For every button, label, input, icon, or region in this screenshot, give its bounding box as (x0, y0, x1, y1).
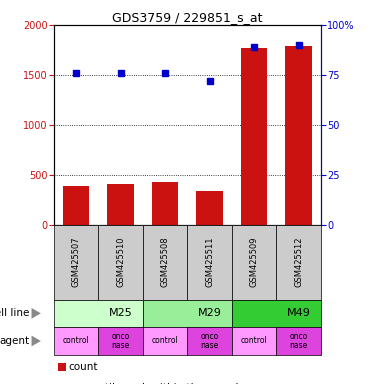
Bar (143, 300, 232, 327)
Text: GSM425507: GSM425507 (72, 237, 81, 287)
Text: control: control (63, 336, 89, 346)
Bar (98, 225, 143, 300)
Bar (54, 225, 98, 300)
Text: cell line: cell line (0, 308, 30, 318)
Bar (276, 327, 321, 355)
Polygon shape (32, 308, 41, 319)
Bar (187, 225, 232, 300)
Text: onco
nase: onco nase (111, 332, 130, 350)
Text: control: control (152, 336, 178, 346)
Text: GSM425512: GSM425512 (294, 237, 303, 287)
Text: M29: M29 (198, 308, 221, 318)
Bar (232, 300, 321, 327)
Polygon shape (32, 336, 41, 346)
Bar (98, 327, 143, 355)
Title: GDS3759 / 229851_s_at: GDS3759 / 229851_s_at (112, 11, 263, 24)
Bar (63, 186, 89, 225)
Text: count: count (69, 362, 98, 372)
Text: GSM425511: GSM425511 (205, 237, 214, 287)
Bar (58, 363, 66, 371)
Text: GSM425509: GSM425509 (250, 237, 259, 287)
Bar (232, 225, 276, 300)
Text: GSM425510: GSM425510 (116, 237, 125, 287)
Bar (143, 327, 187, 355)
Bar (54, 327, 98, 355)
Bar (143, 225, 187, 300)
Text: M49: M49 (287, 308, 311, 318)
Text: onco
nase: onco nase (289, 332, 308, 350)
Bar (152, 182, 178, 225)
Bar (276, 225, 321, 300)
Text: agent: agent (0, 336, 30, 346)
Bar (107, 184, 134, 225)
Text: M25: M25 (109, 308, 132, 318)
Bar (232, 327, 276, 355)
Bar (54, 300, 143, 327)
Text: onco
nase: onco nase (200, 332, 219, 350)
Text: percentile rank within the sample: percentile rank within the sample (69, 383, 244, 384)
Bar (196, 191, 223, 225)
Text: GSM425508: GSM425508 (161, 237, 170, 287)
Bar (241, 48, 267, 225)
Text: control: control (241, 336, 267, 346)
Bar (187, 327, 232, 355)
Bar (285, 46, 312, 225)
